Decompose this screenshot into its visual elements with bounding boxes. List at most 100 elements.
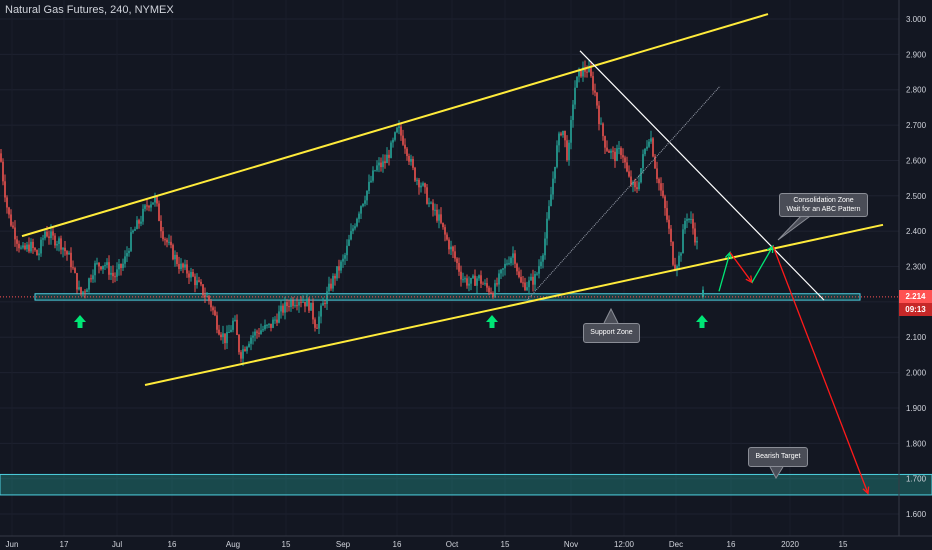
candle-body [272,319,274,328]
last-candle-body [702,289,704,297]
countdown-label: 09:13 [899,303,932,316]
candle-body [532,276,534,285]
candle-body [680,253,682,256]
time-axis[interactable]: Jun 17 Jul 16 Aug 15 Sep 16 Oct 15 Nov 12:00 Dec 16 20… [0,535,932,549]
candle-body [340,261,342,271]
candle-body [20,247,22,249]
candle-body [368,181,370,191]
candle-body [524,282,526,291]
candle-body [258,332,260,334]
candle-body [40,239,42,254]
candle-body [60,238,62,250]
candle-body [58,238,60,244]
candle-body [598,105,600,125]
candle-body [358,213,360,219]
candle-body [146,205,148,207]
candle-body [602,123,604,137]
candle-body [292,300,294,306]
candle-body [380,162,382,168]
candle-body [278,311,280,323]
candle-body [372,170,374,181]
chart-title: Natural Gas Futures, 240, NYMEX [5,4,174,16]
candle-body [674,264,676,271]
candle-body [418,179,420,188]
time-tick-label: 2020 [781,540,799,549]
candle-body [72,267,74,269]
candle-body [274,319,276,321]
candle-body [62,247,64,250]
candle-body [212,307,214,311]
price-tick-label: 2.500 [906,192,927,201]
candle-body [540,261,542,267]
candle-body [52,231,54,236]
candle-body [330,283,332,289]
candle-body [492,292,494,297]
candle-body [382,161,384,168]
candle-body [30,241,32,252]
candle-body [610,150,612,153]
candle-body [554,166,556,179]
candle-body [326,291,328,304]
candle-body [526,287,528,291]
candle-body [286,302,288,307]
candle-body [22,245,24,248]
candle-body [174,254,176,260]
candle-body [38,253,40,256]
candle-body [222,333,224,338]
candle-body [536,273,538,275]
candle-body [534,274,536,285]
candle-body [352,228,354,232]
consolidation-callout-pointer [777,213,814,241]
candle-body [226,332,228,344]
candle-body [240,352,242,359]
price-tick-label: 2.800 [906,86,927,95]
candle-body [464,278,466,280]
candle-body [558,133,560,146]
price-axis[interactable]: 3.000 2.900 2.800 2.700 2.600 2.500 2.400 2.300… [898,0,927,536]
candle-body [336,266,338,279]
candle-body [176,254,178,264]
candle-body [236,319,238,335]
candle-body [520,276,522,283]
candle-body [512,253,514,258]
candle-body [640,168,642,183]
candle-body [134,229,136,231]
candle-body [632,181,634,185]
abc-wave-b-arrow [729,251,753,283]
candle-body [74,268,76,274]
time-tick-label: Aug [226,540,240,549]
candle-body [500,269,502,274]
candle-body [234,319,236,321]
candle-body [682,229,684,254]
consolidation-line1: Consolidation Zone [793,197,854,204]
candle-body [70,252,72,268]
candle-body [342,258,344,262]
candle-body [186,264,188,274]
candle-body [596,92,598,106]
candle-body [356,218,358,227]
candle-body [216,315,218,330]
last-price-label: 2.214 [899,290,932,303]
candle-body [12,225,14,228]
candle-body [412,159,414,168]
candle-body [482,283,484,285]
candle-body [486,283,488,288]
candle-body [400,126,402,136]
candle-body [502,268,504,270]
candle-body [294,305,296,307]
candle-body [196,280,198,286]
candle-body [364,200,366,204]
candle-body [106,262,108,266]
candle-body [178,263,180,269]
candle-body [44,231,46,239]
candle-body [666,208,668,220]
candle-body [572,104,574,121]
candle-body [82,291,84,294]
candle-body [642,154,644,169]
candle-body [390,142,392,158]
candle-body [118,263,120,270]
candle-body [658,179,660,184]
price-tick-label: 1.900 [906,404,927,413]
